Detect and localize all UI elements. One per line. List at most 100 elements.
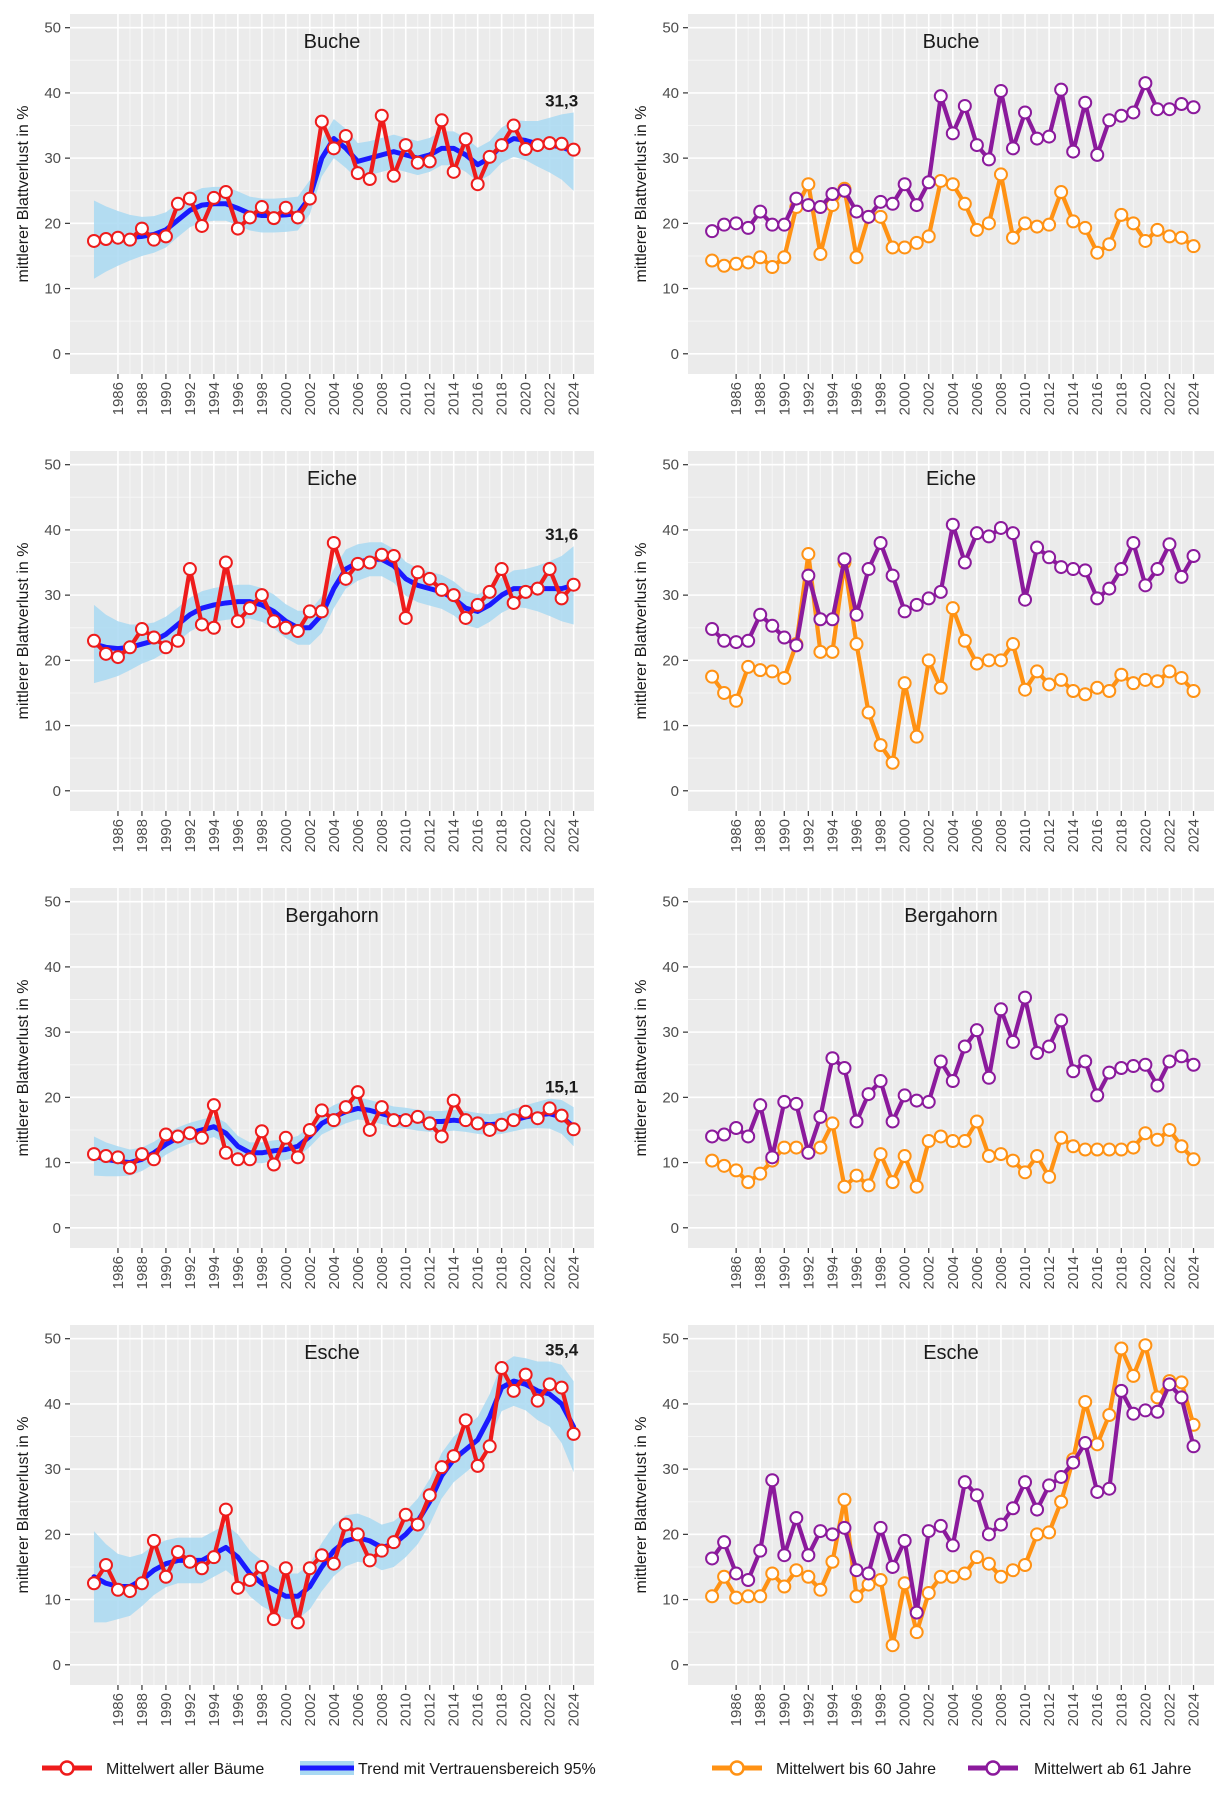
data-point: [765, 260, 780, 275]
data-point: [542, 562, 557, 577]
data-point: [1005, 1034, 1020, 1049]
data-point: [777, 1579, 792, 1594]
data-point: [554, 136, 569, 151]
confidence-band: [93, 1097, 574, 1177]
x-tick-label: 1992: [800, 819, 817, 852]
data-point: [1138, 1403, 1153, 1418]
data-point: [1138, 1057, 1153, 1072]
x-tick-label: 2006: [969, 382, 986, 415]
value-label: 31,6: [545, 525, 578, 544]
x-tick-label: 2014: [1065, 1693, 1082, 1726]
y-tick-label: 30: [662, 1024, 679, 1041]
x-tick-label: 1990: [158, 1256, 175, 1289]
y-tick-label: 50: [44, 894, 61, 911]
data-point: [266, 1157, 281, 1172]
data-point: [981, 1149, 996, 1164]
data-point: [422, 154, 437, 169]
data-point: [705, 1551, 720, 1566]
data-point: [506, 1383, 521, 1398]
data-point: [981, 216, 996, 231]
data-point: [861, 1566, 876, 1581]
data-point: [98, 1558, 113, 1572]
x-tick-label: 2022: [542, 382, 559, 415]
data-point: [993, 1002, 1008, 1017]
data-point: [1138, 1338, 1153, 1353]
y-tick-label: 10: [44, 281, 61, 298]
data-point: [194, 218, 209, 233]
x-tick-label: 2020: [1137, 1693, 1154, 1726]
data-point: [897, 604, 912, 619]
data-point: [741, 633, 756, 648]
data-point: [813, 1140, 828, 1155]
data-point: [1102, 237, 1117, 252]
data-point: [206, 190, 221, 205]
x-tick-label: 2000: [897, 382, 914, 415]
y-tick-label: 0: [53, 346, 61, 363]
data-point: [110, 1582, 125, 1597]
data-point: [1150, 1404, 1165, 1419]
x-tick-label: 1996: [230, 1256, 247, 1289]
data-point: [1078, 220, 1093, 235]
x-tick-label: 2012: [422, 382, 439, 415]
panel-title: Bergahorn: [285, 905, 378, 927]
data-point: [1090, 1142, 1105, 1157]
data-point: [1078, 1436, 1093, 1451]
data-point: [1066, 144, 1081, 159]
data-point: [170, 1544, 185, 1559]
data-point: [945, 1569, 960, 1584]
data-point: [1114, 562, 1129, 577]
data-point: [741, 1175, 756, 1190]
data-point: [470, 1116, 485, 1131]
data-point: [1186, 684, 1201, 698]
data-point: [909, 1093, 924, 1108]
y-tick-label: 0: [671, 346, 679, 363]
data-point: [909, 198, 924, 213]
data-point: [933, 584, 948, 599]
data-point: [482, 1122, 497, 1137]
data-point: [1054, 82, 1069, 97]
data-point: [765, 1150, 780, 1165]
data-point: [1005, 1501, 1020, 1516]
data-point: [705, 224, 720, 239]
data-point: [729, 256, 744, 271]
data-point: [1042, 217, 1057, 232]
x-tick-label: 1992: [800, 1693, 817, 1726]
data-point: [290, 624, 305, 638]
x-tick-label: 2002: [302, 1693, 319, 1726]
data-point: [398, 610, 413, 625]
data-point: [765, 618, 780, 633]
plot-background: [70, 888, 594, 1248]
data-point: [753, 204, 768, 219]
data-point: [741, 659, 756, 674]
data-point: [909, 1605, 924, 1620]
panel: 0 10 20 30 40 50 1986 1988 1990 1992 1994 1996 1998 2…: [633, 888, 1214, 1289]
data-point: [1102, 684, 1117, 698]
data-point: [158, 229, 173, 244]
x-tick-label: 2002: [302, 382, 319, 415]
data-point: [110, 230, 125, 245]
data-point: [777, 670, 792, 685]
y-tick-label: 50: [44, 1331, 61, 1348]
y-tick-label: 50: [44, 20, 61, 37]
data-point: [218, 185, 233, 200]
data-point: [374, 1543, 389, 1558]
data-point: [885, 240, 900, 255]
data-point: [1126, 676, 1141, 691]
data-point: [1162, 1054, 1177, 1069]
data-point: [410, 1517, 425, 1532]
data-point: [957, 1566, 972, 1581]
data-point: [777, 1094, 792, 1109]
data-point: [1018, 682, 1033, 697]
data-point: [242, 1152, 257, 1167]
data-point: [873, 738, 888, 753]
data-point: [969, 1114, 984, 1129]
data-point: [897, 240, 912, 255]
data-point: [1150, 102, 1165, 117]
data-point: [777, 250, 792, 265]
x-tick-label: 2022: [1161, 1693, 1178, 1726]
series-line: [91, 556, 577, 652]
x-tick-label: 2016: [1089, 382, 1106, 415]
x-tick-label: 2002: [921, 1256, 938, 1289]
data-point: [98, 232, 113, 246]
data-point: [813, 1524, 828, 1539]
